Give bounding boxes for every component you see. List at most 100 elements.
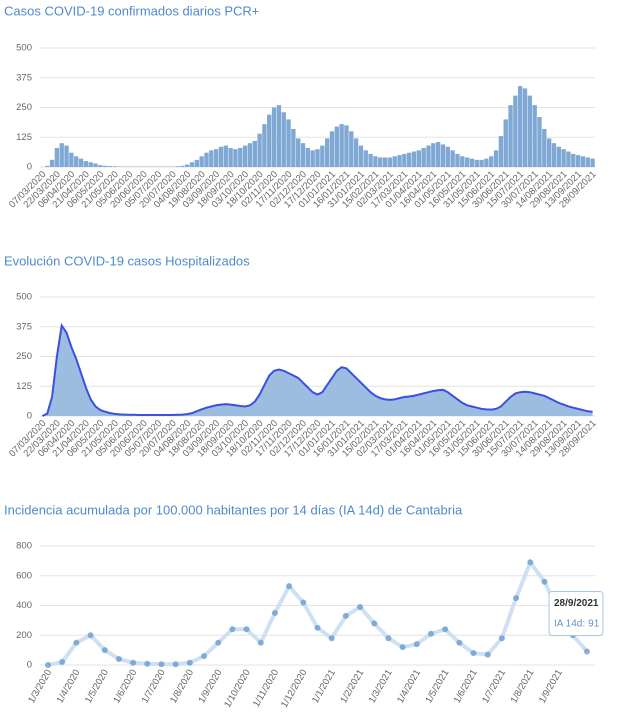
point (329, 635, 335, 641)
point (286, 583, 292, 589)
bar (320, 146, 324, 167)
x-tick-label: 1/12/2020 (279, 668, 310, 710)
point (471, 650, 477, 656)
bar (557, 147, 561, 167)
bar (590, 159, 594, 167)
bar (243, 146, 247, 167)
bar (262, 124, 266, 167)
bar (417, 150, 421, 167)
bar (98, 165, 102, 167)
bar (291, 129, 295, 167)
bar (335, 127, 339, 167)
bar (45, 166, 49, 167)
bar (339, 124, 343, 167)
bar (108, 166, 112, 167)
bar (185, 165, 189, 167)
point (541, 579, 547, 585)
bar (523, 88, 527, 167)
point (527, 559, 533, 565)
bar (450, 150, 454, 167)
bar (238, 148, 242, 167)
point (116, 656, 122, 662)
point (158, 661, 164, 667)
bar (354, 138, 358, 167)
point (244, 626, 250, 632)
point (456, 640, 462, 646)
bar (69, 153, 73, 167)
bar (224, 146, 228, 167)
bar (84, 161, 88, 167)
y-tick-label: 125 (16, 381, 32, 392)
bar (175, 166, 179, 167)
bar (412, 152, 416, 167)
bar (484, 159, 488, 167)
bar (79, 159, 83, 167)
point (73, 640, 79, 646)
point (513, 595, 519, 601)
x-tick-label: 1/9/2021 (537, 668, 565, 706)
bar (209, 150, 213, 167)
x-tick-label: 1/2/2021 (338, 668, 366, 706)
bar (113, 166, 117, 167)
bar (441, 144, 445, 167)
bar (561, 149, 565, 167)
point (300, 600, 306, 606)
bar (393, 156, 397, 167)
point (272, 610, 278, 616)
bar (267, 115, 271, 167)
bar (470, 159, 474, 167)
tooltip: 28/9/2021 IA 14d:91 (549, 591, 603, 635)
bar (253, 141, 257, 167)
x-tick-label: 1/3/2020 (26, 668, 54, 706)
bar (219, 147, 223, 167)
bar (407, 153, 411, 167)
tooltip-number: 91 (588, 618, 600, 629)
x-tick-label: 1/8/2020 (168, 668, 196, 706)
bar (344, 125, 348, 167)
bar (368, 154, 372, 167)
x-tick-label: 1/4/2020 (55, 668, 83, 706)
point (315, 625, 321, 631)
point (130, 660, 136, 666)
bar (214, 149, 218, 167)
bar (359, 146, 363, 167)
point (229, 626, 235, 632)
bar (103, 166, 107, 167)
y-tick-label: 375 (16, 72, 32, 83)
bar (311, 150, 315, 167)
bar (248, 143, 252, 167)
tooltip-date: 28/9/2021 (554, 598, 599, 609)
y-tick-label: 0 (27, 660, 32, 671)
bar (204, 153, 208, 167)
x-tick-label: 1/5/2020 (83, 668, 111, 706)
bar (537, 117, 541, 167)
point (428, 631, 434, 637)
point (187, 660, 193, 666)
x-tick-label: 1/10/2020 (222, 668, 253, 710)
x-tick-label: 1/7/2020 (140, 668, 168, 706)
point (215, 640, 221, 646)
bar (74, 156, 78, 167)
bar (195, 160, 199, 167)
bar (422, 148, 426, 167)
point (442, 626, 448, 632)
point (343, 613, 349, 619)
tooltip-label: IA 14d: (554, 618, 585, 629)
bar (296, 138, 300, 167)
bar (301, 143, 305, 167)
y-tick-label: 200 (16, 630, 32, 641)
bar (228, 148, 232, 167)
x-tick-label: 1/8/2021 (509, 668, 537, 706)
point (499, 635, 505, 641)
point (400, 644, 406, 650)
line (48, 562, 587, 665)
chart-title: Incidencia acumulada por 100.000 habitan… (4, 502, 463, 517)
area (42, 326, 592, 416)
bar (446, 147, 450, 167)
bar (528, 96, 532, 167)
x-tick-label: 1/6/2020 (111, 668, 139, 706)
bar (436, 142, 440, 167)
bar (180, 166, 184, 167)
point (201, 653, 207, 659)
bar (50, 160, 54, 167)
